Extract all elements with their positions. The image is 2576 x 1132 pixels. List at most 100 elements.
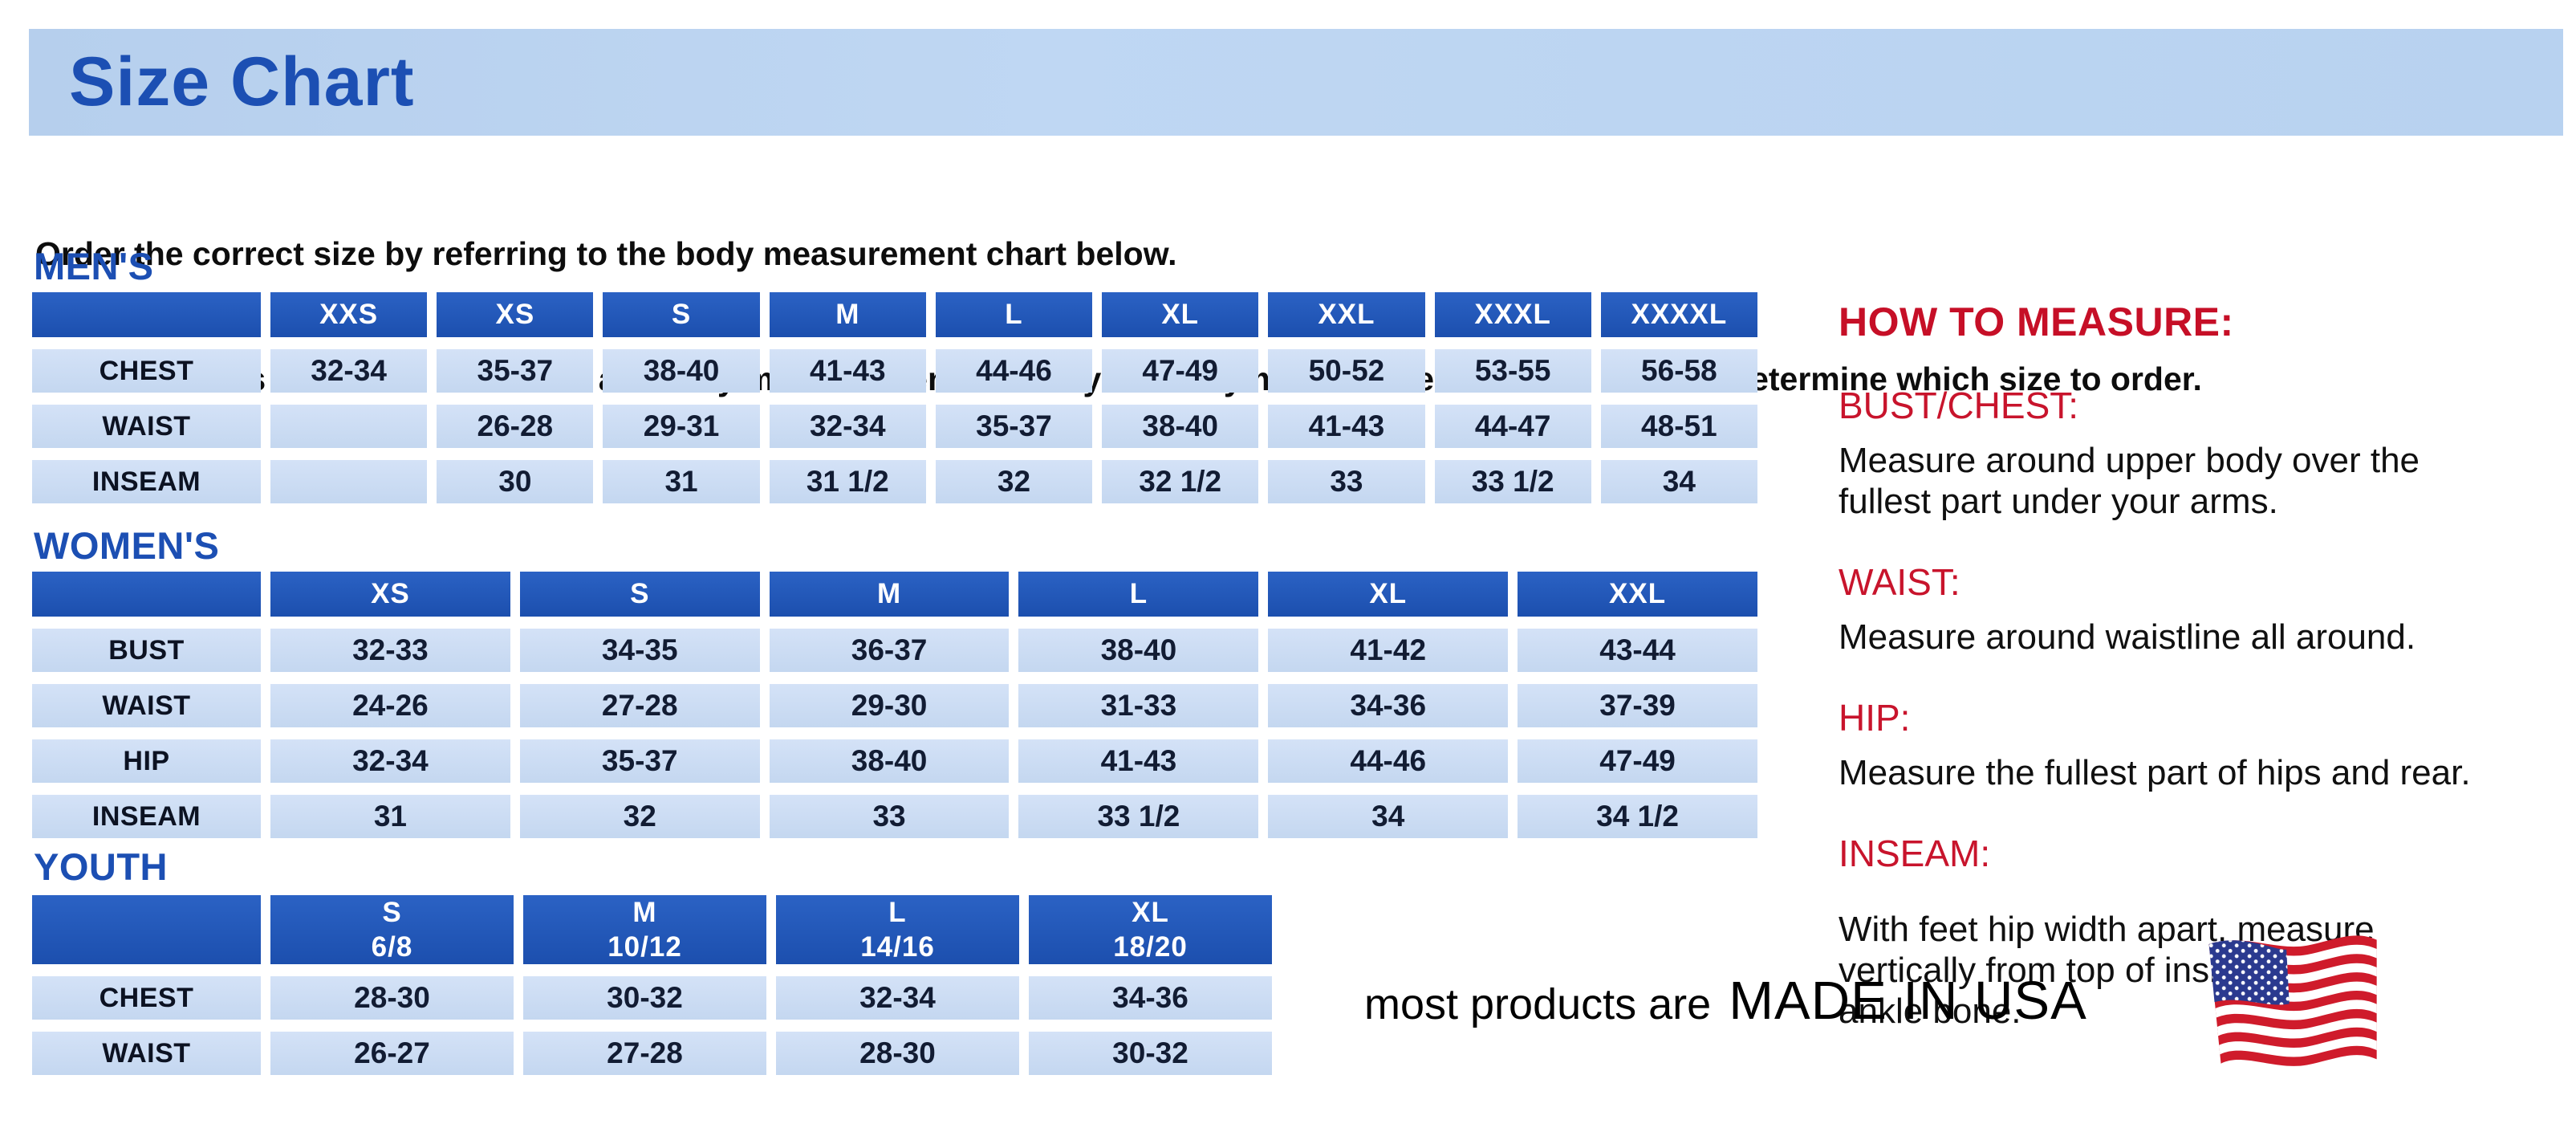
intro-line-1: Order the correct size by referring to t… — [35, 235, 1177, 272]
measurement-cell: 34 1/2 — [1518, 795, 1757, 838]
size-column-header: S — [519, 572, 760, 617]
measurement-cell: 33 1/2 — [1434, 460, 1591, 503]
measurement-cell: 32-33 — [270, 629, 510, 672]
measurement-cell: 34 — [1600, 460, 1757, 503]
table-row: WAIST 26-27 27-28 28-30 30-32 — [32, 1032, 1272, 1075]
size-column-header: XL — [1102, 292, 1259, 337]
measurement-cell: 38-40 — [603, 349, 760, 393]
row-label: CHEST — [32, 976, 261, 1020]
measurement-cell: 35-37 — [935, 405, 1093, 448]
row-label: CHEST — [32, 349, 261, 393]
measure-label-waist: WAIST: — [1839, 561, 1960, 603]
size-column-header: XL 18/20 — [1029, 895, 1272, 964]
measurement-cell: 38-40 — [1102, 405, 1259, 448]
measurement-cell: 32-34 — [270, 349, 428, 393]
measurement-cell: 38-40 — [1018, 629, 1259, 672]
measurement-cell: 44-46 — [935, 349, 1093, 393]
measurement-cell: 34-36 — [1268, 684, 1509, 727]
row-label: HIP — [32, 739, 261, 783]
size-column-header: M 10/12 — [523, 895, 766, 964]
measurement-cell: 33 — [769, 795, 1010, 838]
measurement-cell: 31 — [603, 460, 760, 503]
size-column-header: L — [935, 292, 1093, 337]
measurement-cell — [270, 460, 428, 503]
measurement-cell: 32 — [519, 795, 760, 838]
size-column-header: XXS — [270, 292, 428, 337]
table-row: CHEST 32-34 35-37 38-40 41-43 44-46 47-49 50-52… — [32, 349, 1757, 393]
measurement-cell: 56-58 — [1600, 349, 1757, 393]
measurement-cell: 29-30 — [769, 684, 1010, 727]
section-heading-womens: WOMEN'S — [34, 524, 220, 567]
size-column-header: XS — [437, 292, 594, 337]
measurement-cell: 33 — [1268, 460, 1425, 503]
measurement-cell: 47-49 — [1518, 739, 1757, 783]
row-label: BUST — [32, 629, 261, 672]
size-column-header: XS — [270, 572, 510, 617]
corner-cell — [32, 895, 261, 964]
measurement-cell: 38-40 — [769, 739, 1010, 783]
measurement-cell: 26-27 — [270, 1032, 514, 1075]
measurement-cell: 48-51 — [1600, 405, 1757, 448]
measurement-cell: 33 1/2 — [1018, 795, 1259, 838]
measurement-cell: 31 — [270, 795, 510, 838]
measurement-cell: 35-37 — [437, 349, 594, 393]
measurement-cell: 27-28 — [523, 1032, 766, 1075]
measurement-cell: 26-28 — [437, 405, 594, 448]
measurement-cell: 30 — [437, 460, 594, 503]
measurement-cell: 28-30 — [270, 976, 514, 1020]
section-heading-mens: MEN'S — [34, 245, 154, 287]
measurement-cell: 53-55 — [1434, 349, 1591, 393]
made-in-usa-note: most products are MADE IN USA — [1364, 970, 2087, 1032]
measure-text-bust-chest: Measure around upper body over the fulle… — [1839, 441, 2420, 521]
row-label: WAIST — [32, 684, 261, 727]
measurement-cell: 24-26 — [270, 684, 510, 727]
measurement-cell: 41-42 — [1268, 629, 1509, 672]
measure-label-bust-chest: BUST/CHEST: — [1839, 385, 2079, 426]
row-label: WAIST — [32, 1032, 261, 1075]
measurement-cell: 32 1/2 — [1102, 460, 1259, 503]
table-row: BUST 32-33 34-35 36-37 38-40 41-42 43-44 — [32, 629, 1757, 672]
measurement-cell: 34-35 — [519, 629, 760, 672]
corner-cell — [32, 292, 261, 337]
section-heading-youth: YOUTH — [34, 845, 168, 888]
size-column-header: XXL — [1518, 572, 1757, 617]
usa-flag-icon — [2208, 935, 2377, 1066]
how-to-measure-heading: HOW TO MEASURE: — [1839, 299, 2234, 344]
size-column-header: M — [769, 292, 926, 337]
measurement-cell: 32-34 — [776, 976, 1019, 1020]
size-column-header: L 14/16 — [776, 895, 1019, 964]
size-column-header: S 6/8 — [270, 895, 514, 964]
table-header-row: XXS XS S M L XL XXL XXXL XXXXL — [32, 292, 1757, 337]
measurement-cell: 37-39 — [1518, 684, 1757, 727]
size-column-header: XL — [1268, 572, 1509, 617]
measure-label-inseam: INSEAM: — [1839, 833, 1991, 874]
measurement-cell: 30-32 — [1029, 1032, 1272, 1075]
measurement-cell: 32 — [935, 460, 1093, 503]
womens-size-table: XS S M L XL XXL BUST 32-33 34-35 36-37 38-40 41-42 4… — [22, 560, 1767, 850]
size-column-header: S — [603, 292, 760, 337]
mens-size-table: XXS XS S M L XL XXL XXXL XXXXL CHEST 32-34 35-37 38-… — [22, 280, 1767, 515]
page-title: Size Chart — [69, 43, 415, 120]
measurement-cell: 27-28 — [519, 684, 760, 727]
table-row: INSEAM 30 31 31 1/2 32 32 1/2 33 33 1/2 34 — [32, 460, 1757, 503]
footer-prefix-text: most products are — [1364, 980, 1712, 1028]
measurement-cell: 41-43 — [1018, 739, 1259, 783]
size-column-header: XXXXL — [1600, 292, 1757, 337]
size-column-header: XXL — [1268, 292, 1425, 337]
made-in-usa-text: MADE IN USA — [1729, 971, 2087, 1031]
row-label: WAIST — [32, 405, 261, 448]
corner-cell — [32, 572, 261, 617]
measurement-cell: 31 1/2 — [769, 460, 926, 503]
table-row: WAIST 26-28 29-31 32-34 35-37 38-40 41-43 44-47… — [32, 405, 1757, 448]
measurement-cell: 32-34 — [270, 739, 510, 783]
row-label: INSEAM — [32, 460, 261, 503]
measurement-cell: 41-43 — [1268, 405, 1425, 448]
measurement-cell: 29-31 — [603, 405, 760, 448]
measure-text-hip: Measure the fullest part of hips and rea… — [1839, 753, 2471, 792]
table-row: HIP 32-34 35-37 38-40 41-43 44-46 47-49 — [32, 739, 1757, 783]
title-banner: Size Chart — [29, 29, 2563, 136]
measurement-cell — [270, 405, 428, 448]
measure-text-waist: Measure around waistline all around. — [1839, 617, 2416, 657]
measurement-cell: 32-34 — [769, 405, 926, 448]
